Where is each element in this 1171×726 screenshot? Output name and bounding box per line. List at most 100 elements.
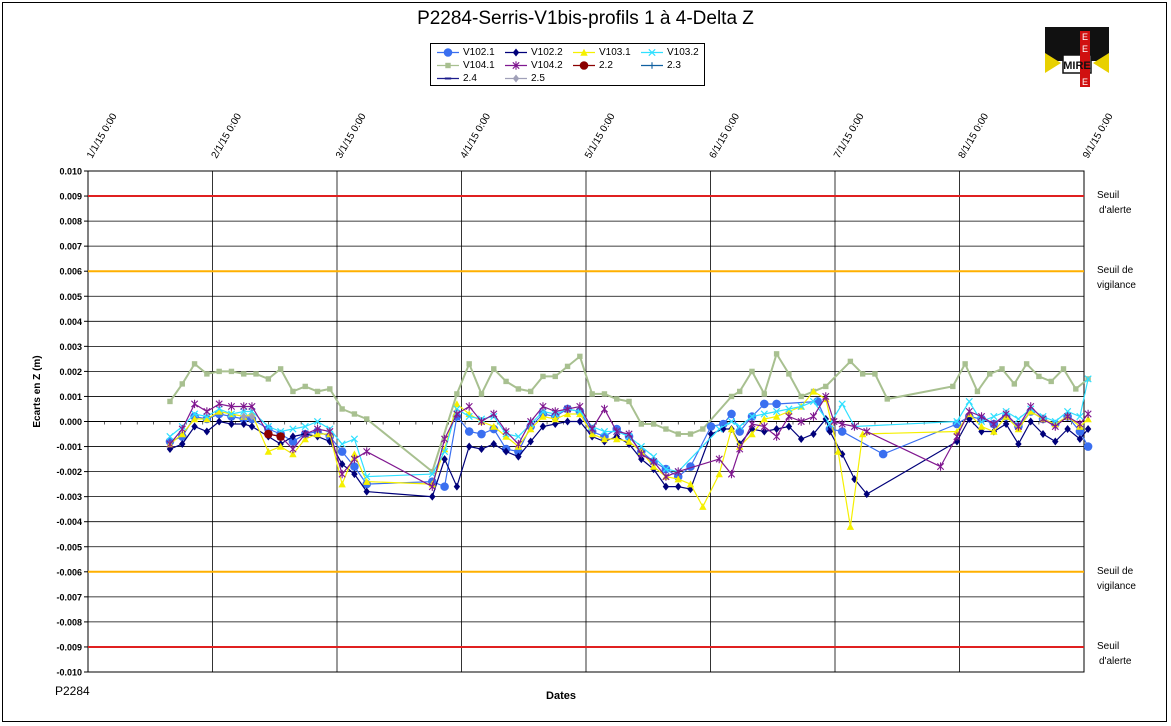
data-point bbox=[289, 425, 297, 433]
data-point bbox=[850, 422, 859, 431]
legend-label: 2.4 bbox=[463, 73, 477, 84]
data-point bbox=[736, 444, 744, 454]
y-tick-label: -0.005 bbox=[56, 542, 82, 552]
y-tick-label: -0.001 bbox=[56, 442, 82, 452]
y-tick-label: -0.008 bbox=[56, 617, 82, 627]
data-point bbox=[638, 455, 645, 464]
data-point bbox=[859, 371, 866, 377]
data-point bbox=[810, 430, 817, 439]
data-point bbox=[772, 407, 781, 416]
data-point bbox=[465, 412, 473, 421]
logo-side-letter-1: E bbox=[1082, 32, 1088, 42]
data-point bbox=[884, 396, 890, 402]
legend-swatch-marker bbox=[512, 48, 520, 57]
data-point bbox=[1048, 378, 1054, 385]
y-tick-label: -0.002 bbox=[56, 467, 82, 477]
y-tick-label: -0.007 bbox=[56, 592, 82, 602]
data-point bbox=[706, 422, 716, 431]
data-point bbox=[1084, 415, 1092, 423]
data-point bbox=[613, 427, 621, 436]
data-point bbox=[265, 376, 272, 382]
data-point bbox=[337, 447, 347, 456]
data-point bbox=[527, 388, 534, 395]
data-point bbox=[313, 417, 322, 426]
data-point bbox=[965, 397, 973, 406]
data-point bbox=[809, 387, 818, 395]
y-tick-label: 0.009 bbox=[59, 192, 82, 202]
data-point bbox=[727, 425, 736, 433]
legend-label: V104.2 bbox=[531, 60, 563, 71]
data-point bbox=[350, 435, 359, 443]
logo-word: MIRE bbox=[1063, 60, 1091, 72]
data-point bbox=[289, 432, 297, 441]
y-tick-label: 0.003 bbox=[59, 342, 82, 352]
data-point bbox=[637, 449, 645, 459]
data-point bbox=[1014, 415, 1023, 423]
data-point bbox=[728, 393, 735, 400]
data-point bbox=[773, 351, 780, 357]
data-point bbox=[687, 431, 694, 437]
y-tick-label: 0.000 bbox=[59, 417, 82, 427]
data-point bbox=[564, 363, 571, 370]
data-point bbox=[785, 405, 793, 413]
data-point bbox=[1027, 417, 1034, 426]
data-point bbox=[441, 455, 448, 464]
mire-logo-graphic: E E E MIRE bbox=[1045, 27, 1109, 91]
data-point bbox=[715, 425, 723, 433]
data-point bbox=[527, 437, 534, 446]
data-point bbox=[863, 427, 871, 436]
data-point bbox=[1084, 409, 1092, 419]
data-point bbox=[977, 412, 986, 421]
data-point bbox=[241, 371, 247, 377]
data-point bbox=[727, 409, 736, 419]
x-tick-label: 2/1/15 0:00 bbox=[210, 111, 245, 160]
legend-label: 2.2 bbox=[599, 60, 613, 71]
data-point bbox=[838, 400, 846, 408]
data-point bbox=[773, 425, 780, 434]
data-point bbox=[290, 388, 296, 395]
data-point bbox=[203, 415, 211, 423]
data-point bbox=[264, 447, 273, 455]
data-point bbox=[350, 450, 359, 458]
threshold-label-line: Seuil de bbox=[1097, 565, 1134, 577]
data-point bbox=[785, 407, 793, 415]
data-point bbox=[478, 391, 485, 397]
data-point bbox=[465, 402, 473, 411]
data-point bbox=[748, 419, 756, 429]
data-point bbox=[363, 477, 371, 485]
threshold-label-line: d'alerte bbox=[1099, 205, 1132, 217]
data-point bbox=[338, 440, 346, 448]
data-point bbox=[1015, 440, 1022, 449]
y-axis-label: Ecarts en Z (m) bbox=[32, 355, 43, 427]
data-point bbox=[514, 439, 522, 449]
data-point bbox=[826, 420, 834, 428]
data-point bbox=[720, 425, 727, 434]
data-point bbox=[760, 422, 768, 431]
data-point bbox=[588, 424, 596, 434]
data-point bbox=[699, 502, 707, 510]
data-point bbox=[736, 422, 744, 431]
y-tick-label: -0.010 bbox=[56, 668, 82, 678]
legend-label: V104.1 bbox=[463, 60, 495, 71]
data-point bbox=[748, 412, 756, 421]
data-point bbox=[749, 368, 755, 375]
data-point bbox=[809, 397, 818, 406]
data-point bbox=[662, 482, 670, 491]
data-point bbox=[953, 417, 961, 426]
threshold-label-line: Seuil bbox=[1097, 190, 1120, 202]
legend-swatch-marker bbox=[648, 48, 656, 57]
data-point bbox=[772, 399, 781, 409]
data-point bbox=[834, 447, 842, 455]
data-point bbox=[977, 422, 986, 430]
data-point bbox=[761, 427, 768, 436]
data-point bbox=[990, 419, 998, 429]
legend-swatch bbox=[437, 48, 459, 57]
data-point bbox=[540, 373, 546, 380]
series-line bbox=[169, 378, 1089, 478]
legend-swatch bbox=[437, 62, 459, 69]
y-tick-label: -0.004 bbox=[56, 517, 82, 527]
data-point bbox=[502, 447, 510, 456]
data-point bbox=[966, 414, 973, 423]
data-point bbox=[539, 422, 547, 431]
data-point bbox=[477, 429, 486, 439]
